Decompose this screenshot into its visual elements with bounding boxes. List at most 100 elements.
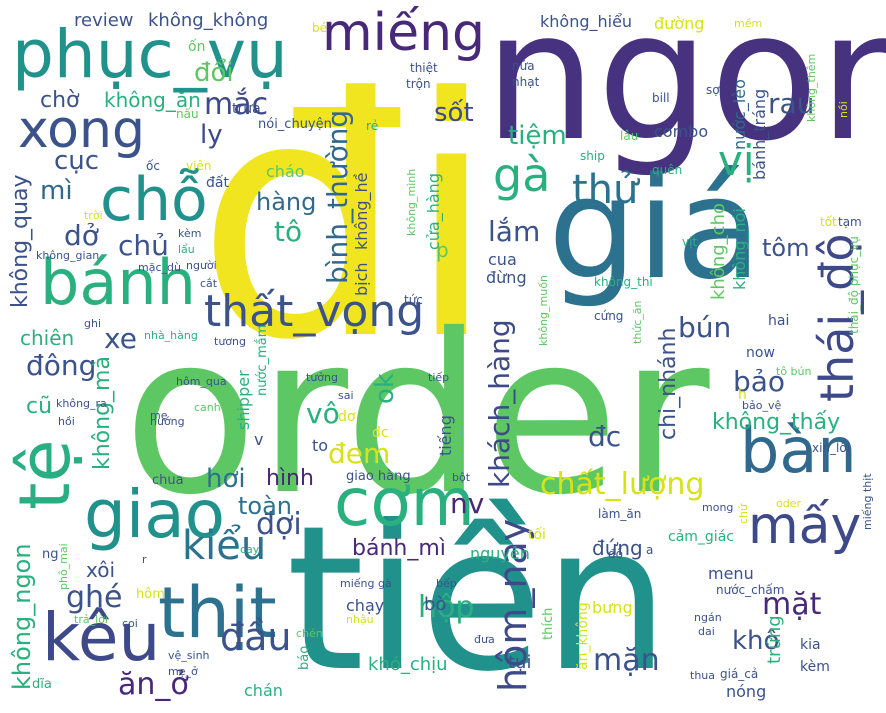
word: quên [652,163,683,177]
word: dc [372,425,389,441]
word: tô bún [776,365,812,378]
word: nói_chuyện [258,117,332,132]
word: không_gian [36,249,100,262]
word: rau [768,87,815,120]
word: bò [424,594,447,615]
word: đất [206,175,229,191]
word: tối [528,527,546,543]
word: toàn [238,492,293,520]
word: bill [652,91,670,105]
word: trời [84,209,103,222]
word: mắc [204,87,269,122]
word: chờ [40,88,80,113]
word: order [123,287,710,543]
word: không_không [148,10,269,31]
word: hình [266,466,314,491]
word: chủ [118,229,169,262]
word: review [74,10,134,31]
word: khô [732,626,780,656]
word: đem [328,437,391,470]
word: thất_vọng [204,286,425,337]
word: không_mình [405,168,418,236]
word: dai [698,625,715,638]
word: bàn [740,414,857,487]
word: ăn_không [575,602,591,670]
word: nóng [726,682,767,701]
word: nửa [512,59,535,73]
word: ngán [694,611,722,624]
word: không_thì [594,275,653,289]
word: lâu [620,129,639,143]
word: cục [54,146,100,176]
word: nguyên [470,544,530,563]
word: chán [244,681,283,700]
word: tiệm [508,121,567,151]
word: cháo [266,162,305,181]
word: vị [718,136,755,185]
word: chiên [20,326,75,350]
word: tốt [820,215,837,229]
word: ngon [484,0,886,180]
word: viên [186,159,212,173]
word: mẹ_ở [168,665,198,678]
word: tưởng [306,371,338,384]
word: v [254,430,264,449]
word: đông [26,349,97,382]
word: tức [404,293,423,307]
word: ghé [66,580,123,615]
word: a [646,543,654,557]
word: ly [200,120,223,150]
word: kiểu [182,523,267,569]
word: trưa [232,101,261,117]
word: hơi [206,464,246,494]
word: rẻ [366,119,379,133]
word: cơm [334,464,475,541]
word: nước_mắm [255,324,270,396]
word: hai [768,313,790,329]
word: giao hàng [346,469,411,484]
word: tôm [762,234,810,262]
word: vệ_sinh [168,649,210,662]
word: chỗ [100,165,208,235]
word: hàng [256,188,317,216]
word: người [186,259,217,272]
word: không_hiểu [540,12,633,31]
word: thịt [158,572,277,654]
word: h [738,387,747,403]
word: ốc [146,159,160,173]
word: kèm [178,227,202,240]
word: r [142,553,147,566]
word: đổi [194,58,234,88]
word: mẹ [150,409,168,422]
word: bánh [40,246,196,319]
word: giá [548,148,762,311]
word: trộn [406,77,431,91]
word: nồi [837,101,850,118]
word: cứng [594,309,624,323]
word: đồ [608,547,623,561]
word: ốn [188,39,206,55]
word: p [436,238,449,262]
word: thua [690,669,715,682]
word: xôi [86,558,116,582]
word: chua [152,473,184,488]
word: combo [654,122,709,141]
word: khách_hàng [483,319,516,488]
word: đầu [220,615,292,659]
word: cắt [200,277,218,290]
word: bịch [352,262,371,296]
word: menu [708,564,754,583]
word: không_muốn [537,275,550,346]
word: tệ [4,439,86,510]
word: bột [452,471,471,484]
word: lắm [488,215,541,248]
word: coi [122,617,138,630]
word: kêu [42,599,161,676]
word: cảm_giác [668,529,734,545]
word: tụi [508,652,532,673]
word: không_ngon [8,543,36,690]
word: hôm_qua [176,375,227,388]
word: cay [240,543,260,556]
word: trả_lời [74,613,108,626]
